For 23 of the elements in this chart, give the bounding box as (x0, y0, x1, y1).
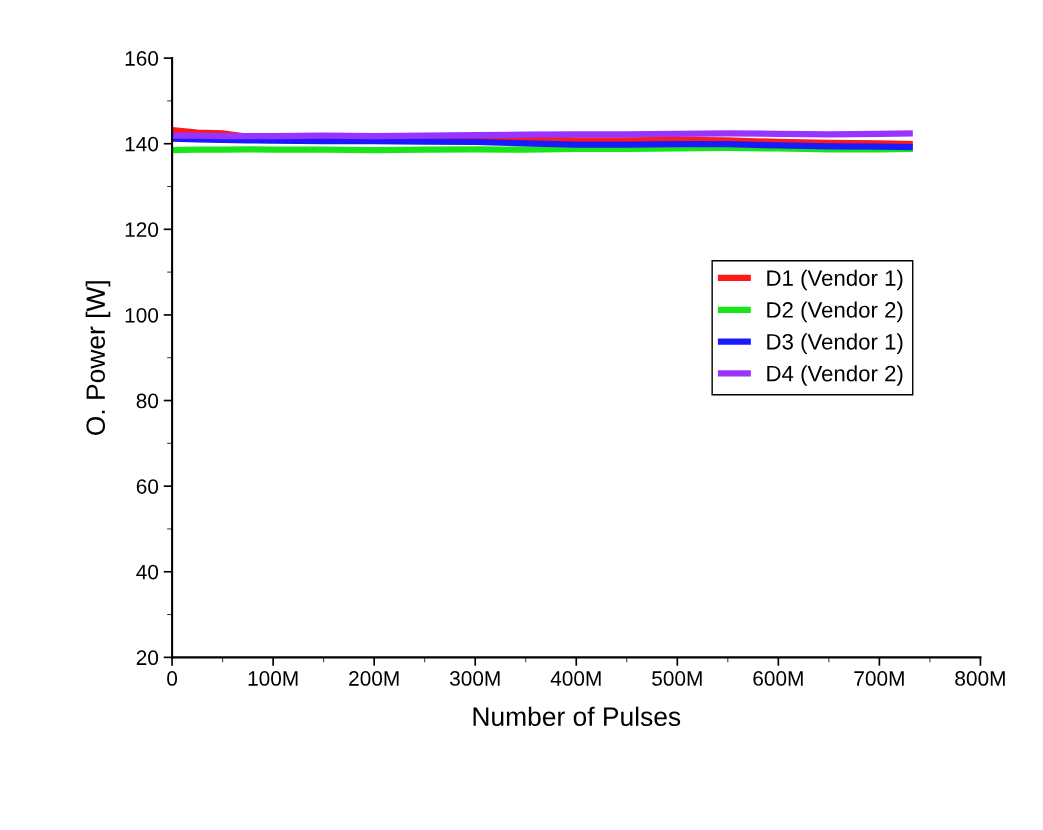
y-tick-label: 100 (125, 307, 159, 323)
x-tick-label: 800M (955, 671, 1005, 686)
y-tick-label: 40 (136, 564, 159, 580)
y-tick-label: 60 (136, 479, 159, 494)
y-tick-label: 160 (125, 51, 159, 66)
y-tick-label: 140 (125, 136, 159, 152)
legend-label: D1 (Vendor 1) (767, 269, 903, 291)
x-tick-label: 700M (854, 671, 904, 686)
x-tick-label: 200M (349, 671, 399, 686)
legend-label: D4 (Vendor 2) (767, 365, 903, 386)
legend-label: D2 (Vendor 2) (767, 301, 903, 323)
x-tick-label: 500M (652, 671, 702, 686)
legend-label: D3 (Vendor 1) (767, 333, 903, 355)
y-tick-label: 80 (136, 393, 159, 409)
x-tick-label: 300M (449, 671, 500, 686)
x-axis-title: Number of Pulses (473, 706, 681, 727)
y-tick-label: 120 (125, 222, 159, 238)
x-tick-label: 100M (248, 671, 298, 686)
x-tick-label: 0 (167, 671, 178, 686)
x-tick-label: 400M (550, 671, 601, 686)
y-axis-title: O. Power [W] (85, 281, 111, 435)
y-tick-label: 20 (136, 650, 159, 666)
x-tick-label: 600M (753, 671, 803, 686)
